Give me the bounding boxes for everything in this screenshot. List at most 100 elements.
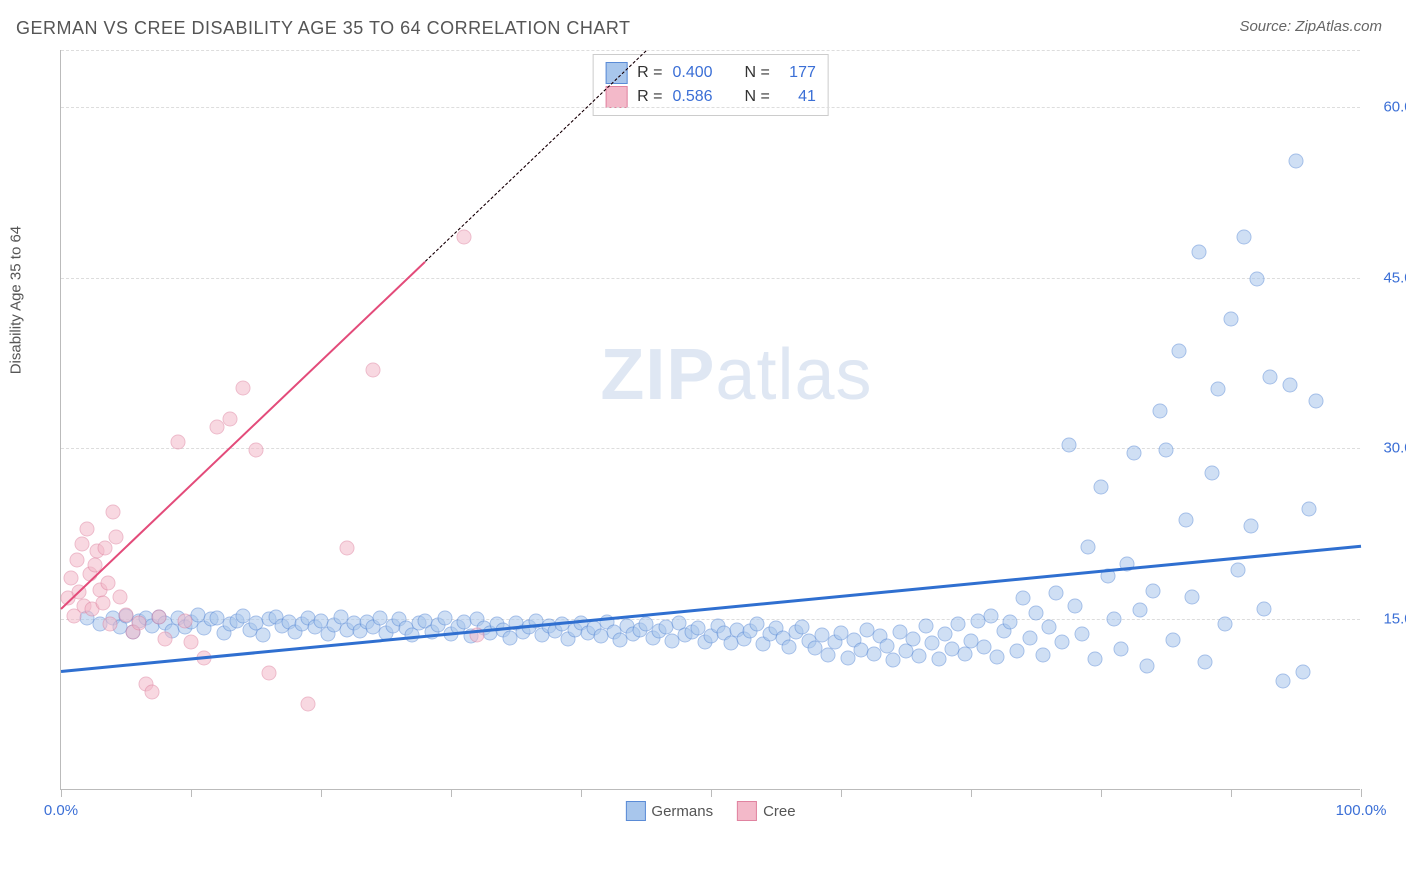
scatter-point [1295, 664, 1310, 679]
scatter-point [366, 363, 381, 378]
scatter-point [340, 540, 355, 555]
scatter-point [951, 616, 966, 631]
y-tick-label: 15.0% [1383, 611, 1406, 628]
scatter-point [931, 652, 946, 667]
scatter-point [223, 412, 238, 427]
chart-header: GERMAN VS CREE DISABILITY AGE 35 TO 64 C… [0, 0, 1406, 45]
scatter-point [1308, 393, 1323, 408]
scatter-point [749, 616, 764, 631]
scatter-point [151, 610, 166, 625]
scatter-point [918, 619, 933, 634]
scatter-point [1022, 630, 1037, 645]
scatter-point [1094, 480, 1109, 495]
scatter-point [1113, 641, 1128, 656]
scatter-point [886, 653, 901, 668]
scatter-point [1074, 627, 1089, 642]
trend-line [61, 545, 1361, 673]
gridline [61, 278, 1360, 279]
scatter-point [100, 575, 115, 590]
scatter-point [249, 442, 264, 457]
scatter-point [132, 615, 147, 630]
chart-area: Disability Age 35 to 64 ZIPatlas R =0.40… [50, 50, 1380, 830]
scatter-point [177, 613, 192, 628]
scatter-point [1185, 589, 1200, 604]
scatter-point [301, 696, 316, 711]
y-tick-label: 45.0% [1383, 269, 1406, 286]
scatter-point [1172, 343, 1187, 358]
scatter-point [990, 649, 1005, 664]
x-tick [321, 789, 322, 797]
legend-swatch [625, 801, 645, 821]
scatter-point [1217, 616, 1232, 631]
scatter-point [1159, 442, 1174, 457]
x-tick [711, 789, 712, 797]
plot-region: ZIPatlas R =0.400N =177R =0.586N =41 Ger… [60, 50, 1360, 790]
scatter-point [1230, 563, 1245, 578]
scatter-point [1009, 644, 1024, 659]
scatter-point [69, 553, 84, 568]
scatter-point [1152, 404, 1167, 419]
scatter-point [1198, 654, 1213, 669]
scatter-point [1191, 244, 1206, 259]
x-tick-label: 100.0% [1336, 802, 1387, 819]
legend-n-value: 177 [780, 61, 816, 85]
scatter-point [1042, 620, 1057, 635]
scatter-point [1289, 153, 1304, 168]
scatter-point [1256, 602, 1271, 617]
scatter-point [1165, 632, 1180, 647]
scatter-point [1087, 652, 1102, 667]
watermark-bold: ZIP [600, 335, 715, 415]
legend-r-value: 0.400 [672, 61, 712, 85]
y-tick-label: 30.0% [1383, 440, 1406, 457]
scatter-point [983, 608, 998, 623]
scatter-point [106, 505, 121, 520]
scatter-point [145, 685, 160, 700]
scatter-point [1237, 229, 1252, 244]
scatter-point [1055, 635, 1070, 650]
series-legend-item: Cree [737, 801, 796, 821]
trend-line-dashed [425, 50, 646, 261]
x-tick [61, 789, 62, 797]
x-tick [581, 789, 582, 797]
legend-r-label: R = [637, 61, 662, 85]
legend-row: R =0.586N =41 [605, 85, 816, 109]
scatter-point [64, 571, 79, 586]
scatter-point [457, 229, 472, 244]
series-legend-label: Cree [763, 803, 796, 820]
legend-n-label: N = [745, 85, 770, 109]
scatter-point [1250, 271, 1265, 286]
legend-row: R = 0.400 N = 177 [605, 61, 816, 85]
scatter-point [1081, 539, 1096, 554]
scatter-point [1003, 614, 1018, 629]
scatter-point [1048, 586, 1063, 601]
scatter-point [103, 616, 118, 631]
scatter-point [74, 537, 89, 552]
chart-title: GERMAN VS CREE DISABILITY AGE 35 TO 64 C… [16, 18, 631, 39]
gridline [61, 107, 1360, 108]
series-legend-label: Germans [651, 803, 713, 820]
scatter-point [1224, 311, 1239, 326]
scatter-point [1139, 659, 1154, 674]
legend-swatch [605, 62, 627, 84]
scatter-point [1035, 647, 1050, 662]
scatter-point [236, 381, 251, 396]
scatter-point [1126, 446, 1141, 461]
scatter-point [80, 522, 95, 537]
scatter-point [1204, 465, 1219, 480]
scatter-point [905, 631, 920, 646]
legend-swatch [737, 801, 757, 821]
scatter-point [108, 530, 123, 545]
scatter-point [1282, 377, 1297, 392]
scatter-point [782, 639, 797, 654]
scatter-point [255, 628, 270, 643]
scatter-point [925, 636, 940, 651]
y-axis-label: Disability Age 35 to 64 [8, 226, 25, 374]
series-legend-item: Germans [625, 801, 713, 821]
x-tick [841, 789, 842, 797]
scatter-point [95, 596, 110, 611]
scatter-point [158, 631, 173, 646]
scatter-point [184, 635, 199, 650]
legend-n-label: N = [745, 61, 770, 85]
legend-swatch [605, 86, 627, 108]
x-tick-label: 0.0% [44, 802, 78, 819]
